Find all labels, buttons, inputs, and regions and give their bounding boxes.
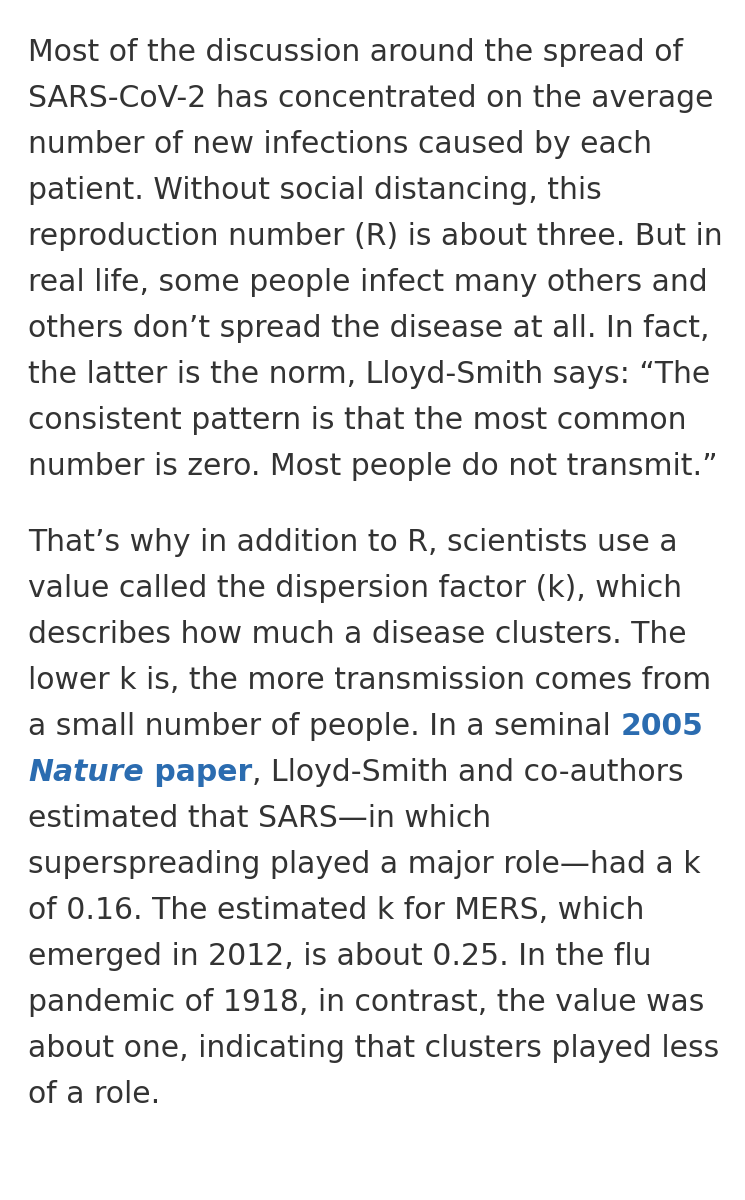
Text: patient. Without social distancing, this: patient. Without social distancing, this (28, 176, 602, 205)
Text: Nature: Nature (28, 758, 144, 787)
Text: Most of the discussion around the spread of: Most of the discussion around the spread… (28, 38, 683, 67)
Text: value called the dispersion factor (k), which: value called the dispersion factor (k), … (28, 574, 682, 604)
Text: lower k is, the more transmission comes from: lower k is, the more transmission comes … (28, 666, 711, 695)
Text: describes how much a disease clusters. The: describes how much a disease clusters. T… (28, 620, 687, 649)
Text: real life, some people infect many others and: real life, some people infect many other… (28, 268, 708, 298)
Text: a small number of people. In a seminal: a small number of people. In a seminal (28, 712, 621, 742)
Text: , Lloyd-Smith and co-authors: , Lloyd-Smith and co-authors (252, 758, 683, 787)
Text: emerged in 2012, is about 0.25. In the flu: emerged in 2012, is about 0.25. In the f… (28, 942, 651, 971)
Text: reproduction number (R) is about three. But in: reproduction number (R) is about three. … (28, 222, 723, 251)
Text: number is zero. Most people do not transmit.”: number is zero. Most people do not trans… (28, 452, 717, 481)
Text: paper: paper (144, 758, 252, 787)
Text: consistent pattern is that the most common: consistent pattern is that the most comm… (28, 406, 686, 436)
Text: SARS-CoV-2 has concentrated on the average: SARS-CoV-2 has concentrated on the avera… (28, 84, 714, 113)
Text: 2005: 2005 (621, 712, 703, 742)
Text: of a role.: of a role. (28, 1080, 160, 1109)
Text: That’s why in addition to R, scientists use a: That’s why in addition to R, scientists … (28, 528, 678, 557)
Text: estimated that SARS—in which: estimated that SARS—in which (28, 804, 491, 833)
Text: pandemic of 1918, in contrast, the value was: pandemic of 1918, in contrast, the value… (28, 988, 704, 1018)
Text: the latter is the norm, Lloyd-Smith says: “The: the latter is the norm, Lloyd-Smith says… (28, 360, 710, 389)
Text: others don’t spread the disease at all. In fact,: others don’t spread the disease at all. … (28, 314, 709, 343)
Text: number of new infections caused by each: number of new infections caused by each (28, 130, 652, 160)
Text: about one, indicating that clusters played less: about one, indicating that clusters play… (28, 1034, 719, 1063)
Text: of 0.16. The estimated k for MERS, which: of 0.16. The estimated k for MERS, which (28, 896, 644, 925)
Text: superspreading played a major role—had a k: superspreading played a major role—had a… (28, 850, 700, 880)
